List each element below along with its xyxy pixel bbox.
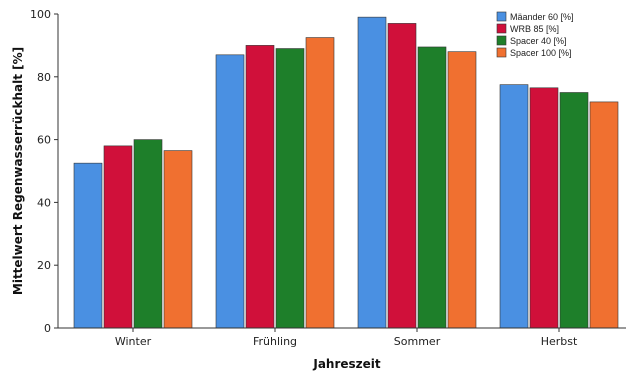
x-axis-title: Jahreszeit	[312, 357, 381, 371]
bars-group	[73, 16, 619, 329]
bar-winter-3	[133, 139, 163, 329]
legend-swatch	[496, 35, 507, 46]
legend-swatch	[496, 47, 507, 58]
y-tick-label: 60	[37, 134, 51, 147]
bar-sommer-3	[417, 46, 447, 329]
bar-frühling-2	[245, 45, 275, 329]
legend-label: WRB 85 [%]	[510, 24, 559, 34]
bar-frühling-1	[215, 54, 245, 329]
legend: Mäander 60 [%] WRB 85 [%] Spacer 40 [%] Spa…	[496, 11, 574, 58]
bar-herbst-4	[589, 101, 619, 329]
x-ticks-group: Winter Frühling Sommer Herbst	[115, 328, 578, 348]
y-tick-label: 20	[37, 259, 51, 272]
bar-sommer-4	[447, 51, 477, 329]
legend-label: Spacer 100 [%]	[510, 48, 572, 58]
x-tick-label: Sommer	[394, 335, 441, 348]
y-tick-label: 80	[37, 71, 51, 84]
bar-frühling-3	[275, 48, 305, 329]
bar-herbst-1	[499, 84, 529, 329]
bar-sommer-1	[357, 16, 387, 329]
legend-swatch	[496, 23, 507, 34]
y-axis-title: Mittelwert Regenwasserrückhalt [%]	[11, 47, 25, 295]
y-tick-label: 100	[30, 8, 51, 21]
bar-herbst-2	[529, 87, 559, 329]
bar-frühling-4	[305, 37, 335, 329]
legend-label: Spacer 40 [%]	[510, 36, 567, 46]
y-tick-label: 0	[44, 322, 51, 335]
x-tick-label: Frühling	[253, 335, 297, 348]
bar-winter-1	[73, 162, 103, 329]
axes-group	[57, 14, 626, 329]
y-tick-label: 40	[37, 196, 51, 209]
bar-herbst-3	[559, 92, 589, 329]
bar-winter-4	[163, 150, 193, 329]
x-tick-label: Herbst	[541, 335, 578, 348]
legend-swatch	[496, 11, 507, 22]
y-ticks-group: 0 20 40 60 80 100	[30, 8, 58, 335]
legend-label: Mäander 60 [%]	[510, 12, 574, 22]
bar-sommer-2	[387, 23, 417, 329]
x-tick-label: Winter	[115, 335, 152, 348]
bar-winter-2	[103, 145, 133, 329]
